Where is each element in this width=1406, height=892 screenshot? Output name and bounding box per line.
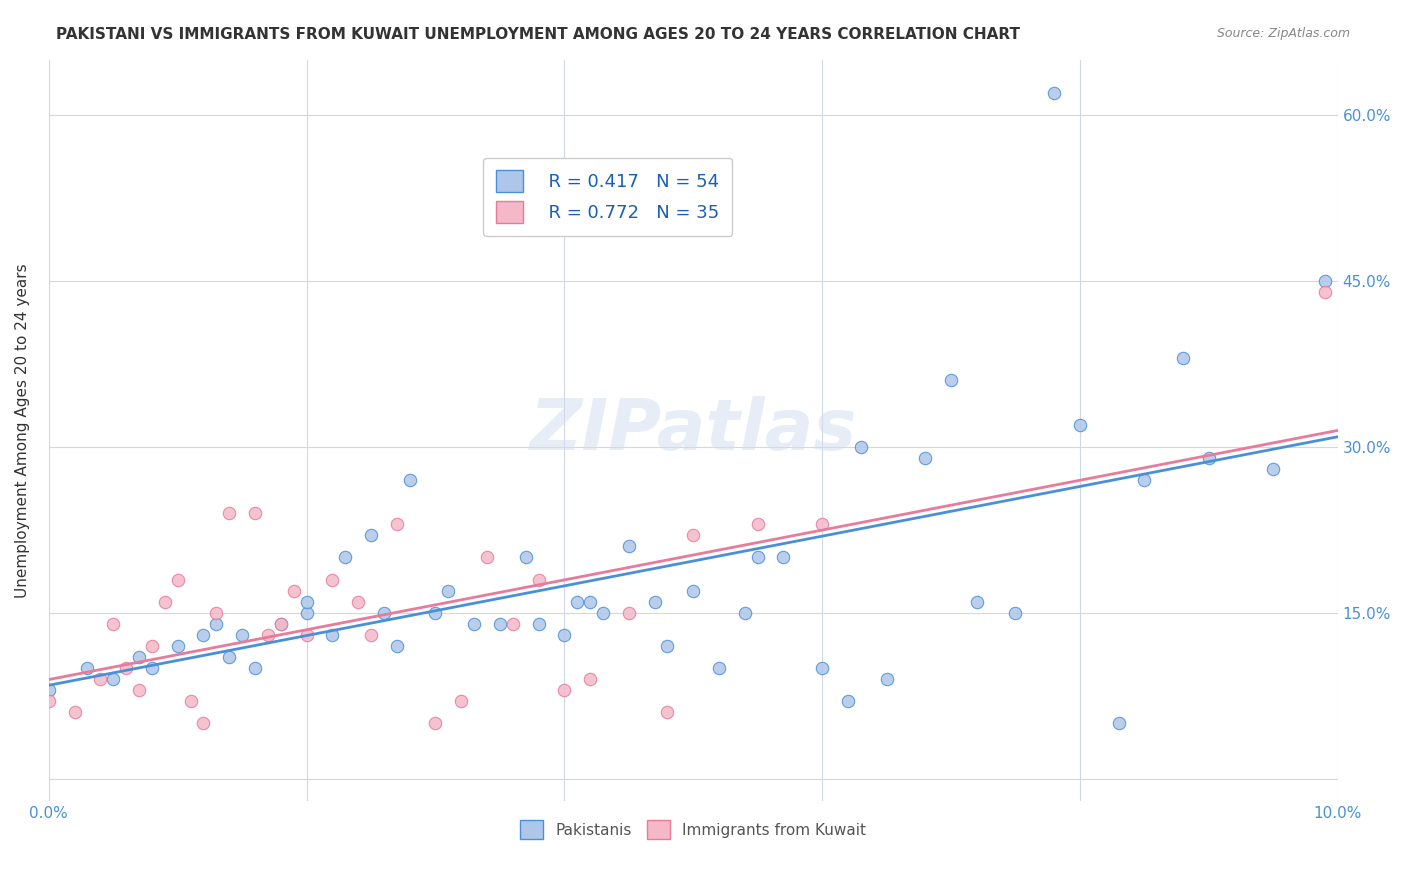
Point	[398, 473, 420, 487]
Point	[153, 595, 176, 609]
Point	[747, 517, 769, 532]
Point	[425, 606, 447, 620]
Point	[89, 672, 111, 686]
Point	[837, 694, 859, 708]
Point	[489, 616, 512, 631]
Point	[103, 672, 125, 686]
Point	[567, 595, 589, 609]
Point	[617, 606, 640, 620]
Point	[128, 650, 150, 665]
Point	[450, 694, 472, 708]
Point	[502, 616, 524, 631]
Text: PAKISTANI VS IMMIGRANTS FROM KUWAIT UNEMPLOYMENT AMONG AGES 20 TO 24 YEARS CORRE: PAKISTANI VS IMMIGRANTS FROM KUWAIT UNEM…	[56, 27, 1021, 42]
Point	[1133, 473, 1156, 487]
Point	[1171, 351, 1194, 366]
Point	[63, 706, 86, 720]
Point	[939, 374, 962, 388]
Point	[437, 583, 460, 598]
Point	[772, 550, 794, 565]
Point	[811, 517, 834, 532]
Text: Source: ZipAtlas.com: Source: ZipAtlas.com	[1216, 27, 1350, 40]
Point	[295, 595, 318, 609]
Point	[295, 606, 318, 620]
Point	[218, 506, 240, 520]
Point	[515, 550, 537, 565]
Point	[1313, 274, 1336, 288]
Point	[1069, 417, 1091, 432]
Point	[707, 661, 730, 675]
Point	[527, 616, 550, 631]
Point	[76, 661, 98, 675]
Point	[914, 450, 936, 465]
Point	[360, 528, 382, 542]
Point	[553, 683, 575, 698]
Point	[295, 628, 318, 642]
Point	[734, 606, 756, 620]
Point	[617, 540, 640, 554]
Point	[682, 583, 704, 598]
Point	[321, 628, 343, 642]
Point	[166, 639, 188, 653]
Point	[321, 573, 343, 587]
Point	[141, 661, 163, 675]
Point	[193, 716, 215, 731]
Point	[115, 661, 138, 675]
Point	[231, 628, 253, 642]
Point	[205, 606, 228, 620]
Point	[283, 583, 305, 598]
Y-axis label: Unemployment Among Ages 20 to 24 years: Unemployment Among Ages 20 to 24 years	[15, 263, 30, 598]
Point	[657, 639, 679, 653]
Point	[425, 716, 447, 731]
Point	[38, 694, 60, 708]
Point	[682, 528, 704, 542]
Point	[360, 628, 382, 642]
Point	[747, 550, 769, 565]
Point	[335, 550, 357, 565]
Point	[38, 683, 60, 698]
Point	[657, 706, 679, 720]
Text: ZIPatlas: ZIPatlas	[530, 396, 856, 465]
Point	[1313, 285, 1336, 299]
Point	[205, 616, 228, 631]
Point	[270, 616, 292, 631]
Point	[141, 639, 163, 653]
Point	[103, 616, 125, 631]
Point	[373, 606, 395, 620]
Point	[243, 661, 266, 675]
Point	[243, 506, 266, 520]
Point	[1043, 86, 1066, 100]
Point	[1263, 462, 1285, 476]
Point	[385, 639, 408, 653]
Point	[553, 628, 575, 642]
Point	[811, 661, 834, 675]
Point	[193, 628, 215, 642]
Point	[1108, 716, 1130, 731]
Point	[218, 650, 240, 665]
Point	[579, 595, 602, 609]
Point	[347, 595, 370, 609]
Point	[128, 683, 150, 698]
Point	[385, 517, 408, 532]
Point	[592, 606, 614, 620]
Point	[876, 672, 898, 686]
Point	[180, 694, 202, 708]
Point	[475, 550, 498, 565]
Point	[463, 616, 485, 631]
Point	[849, 440, 872, 454]
Point	[644, 595, 666, 609]
Point	[257, 628, 280, 642]
Point	[166, 573, 188, 587]
Point	[527, 573, 550, 587]
Legend: Pakistanis, Immigrants from Kuwait: Pakistanis, Immigrants from Kuwait	[515, 814, 872, 845]
Point	[270, 616, 292, 631]
Point	[1004, 606, 1026, 620]
Point	[1198, 450, 1220, 465]
Point	[966, 595, 988, 609]
Point	[579, 672, 602, 686]
